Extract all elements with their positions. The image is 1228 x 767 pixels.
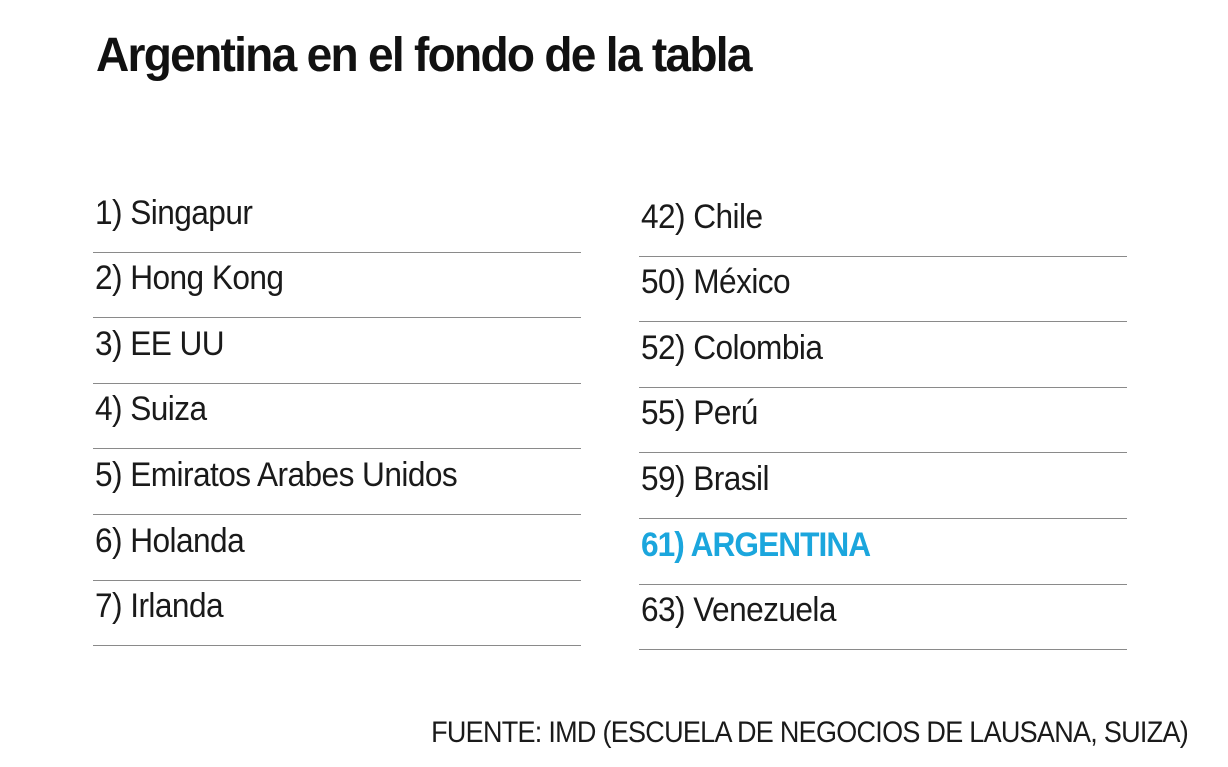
list-item-highlight: 61) ARGENTINA — [639, 519, 1127, 585]
list-item-label: 3) EE UU — [95, 324, 225, 363]
list-item: 7) Irlanda — [93, 581, 581, 647]
list-item-label-highlight: 61) ARGENTINA — [641, 525, 871, 564]
list-item: 3) EE UU — [93, 318, 581, 384]
list-item-label: 7) Irlanda — [95, 587, 224, 626]
list-item: 2) Hong Kong — [93, 253, 581, 319]
ranking-list-left: 1) Singapur 2) Hong Kong 3) EE UU 4) Sui… — [93, 187, 581, 647]
list-item-label: 50) México — [641, 263, 791, 302]
list-item: 1) Singapur — [93, 187, 581, 253]
list-item: 55) Perú — [639, 388, 1127, 454]
list-item-label: 5) Emiratos Arabes Unidos — [95, 455, 458, 494]
list-item-label: 6) Holanda — [95, 521, 245, 560]
list-item: 63) Venezuela — [639, 585, 1127, 651]
list-item: 52) Colombia — [639, 322, 1127, 388]
list-item: 42) Chile — [639, 191, 1127, 257]
list-item-label: 55) Perú — [641, 394, 758, 433]
list-item: 6) Holanda — [93, 515, 581, 581]
list-item: 4) Suiza — [93, 384, 581, 450]
list-item-label: 42) Chile — [641, 197, 763, 236]
list-item: 5) Emiratos Arabes Unidos — [93, 449, 581, 515]
list-item-label: 63) Venezuela — [641, 591, 836, 630]
source-note: FUENTE: IMD (ESCUELA DE NEGOCIOS DE LAUS… — [431, 716, 1189, 749]
list-item-label: 1) Singapur — [95, 193, 253, 232]
list-item: 59) Brasil — [639, 453, 1127, 519]
list-item-label: 59) Brasil — [641, 459, 770, 498]
page-title: Argentina en el fondo de la tabla — [96, 29, 752, 82]
ranking-list-right: 42) Chile 50) México 52) Colombia 55) Pe… — [639, 191, 1127, 651]
list-item-label: 2) Hong Kong — [95, 259, 284, 298]
list-item-label: 52) Colombia — [641, 328, 823, 367]
list-item: 50) México — [639, 257, 1127, 323]
list-item-label: 4) Suiza — [95, 390, 207, 429]
